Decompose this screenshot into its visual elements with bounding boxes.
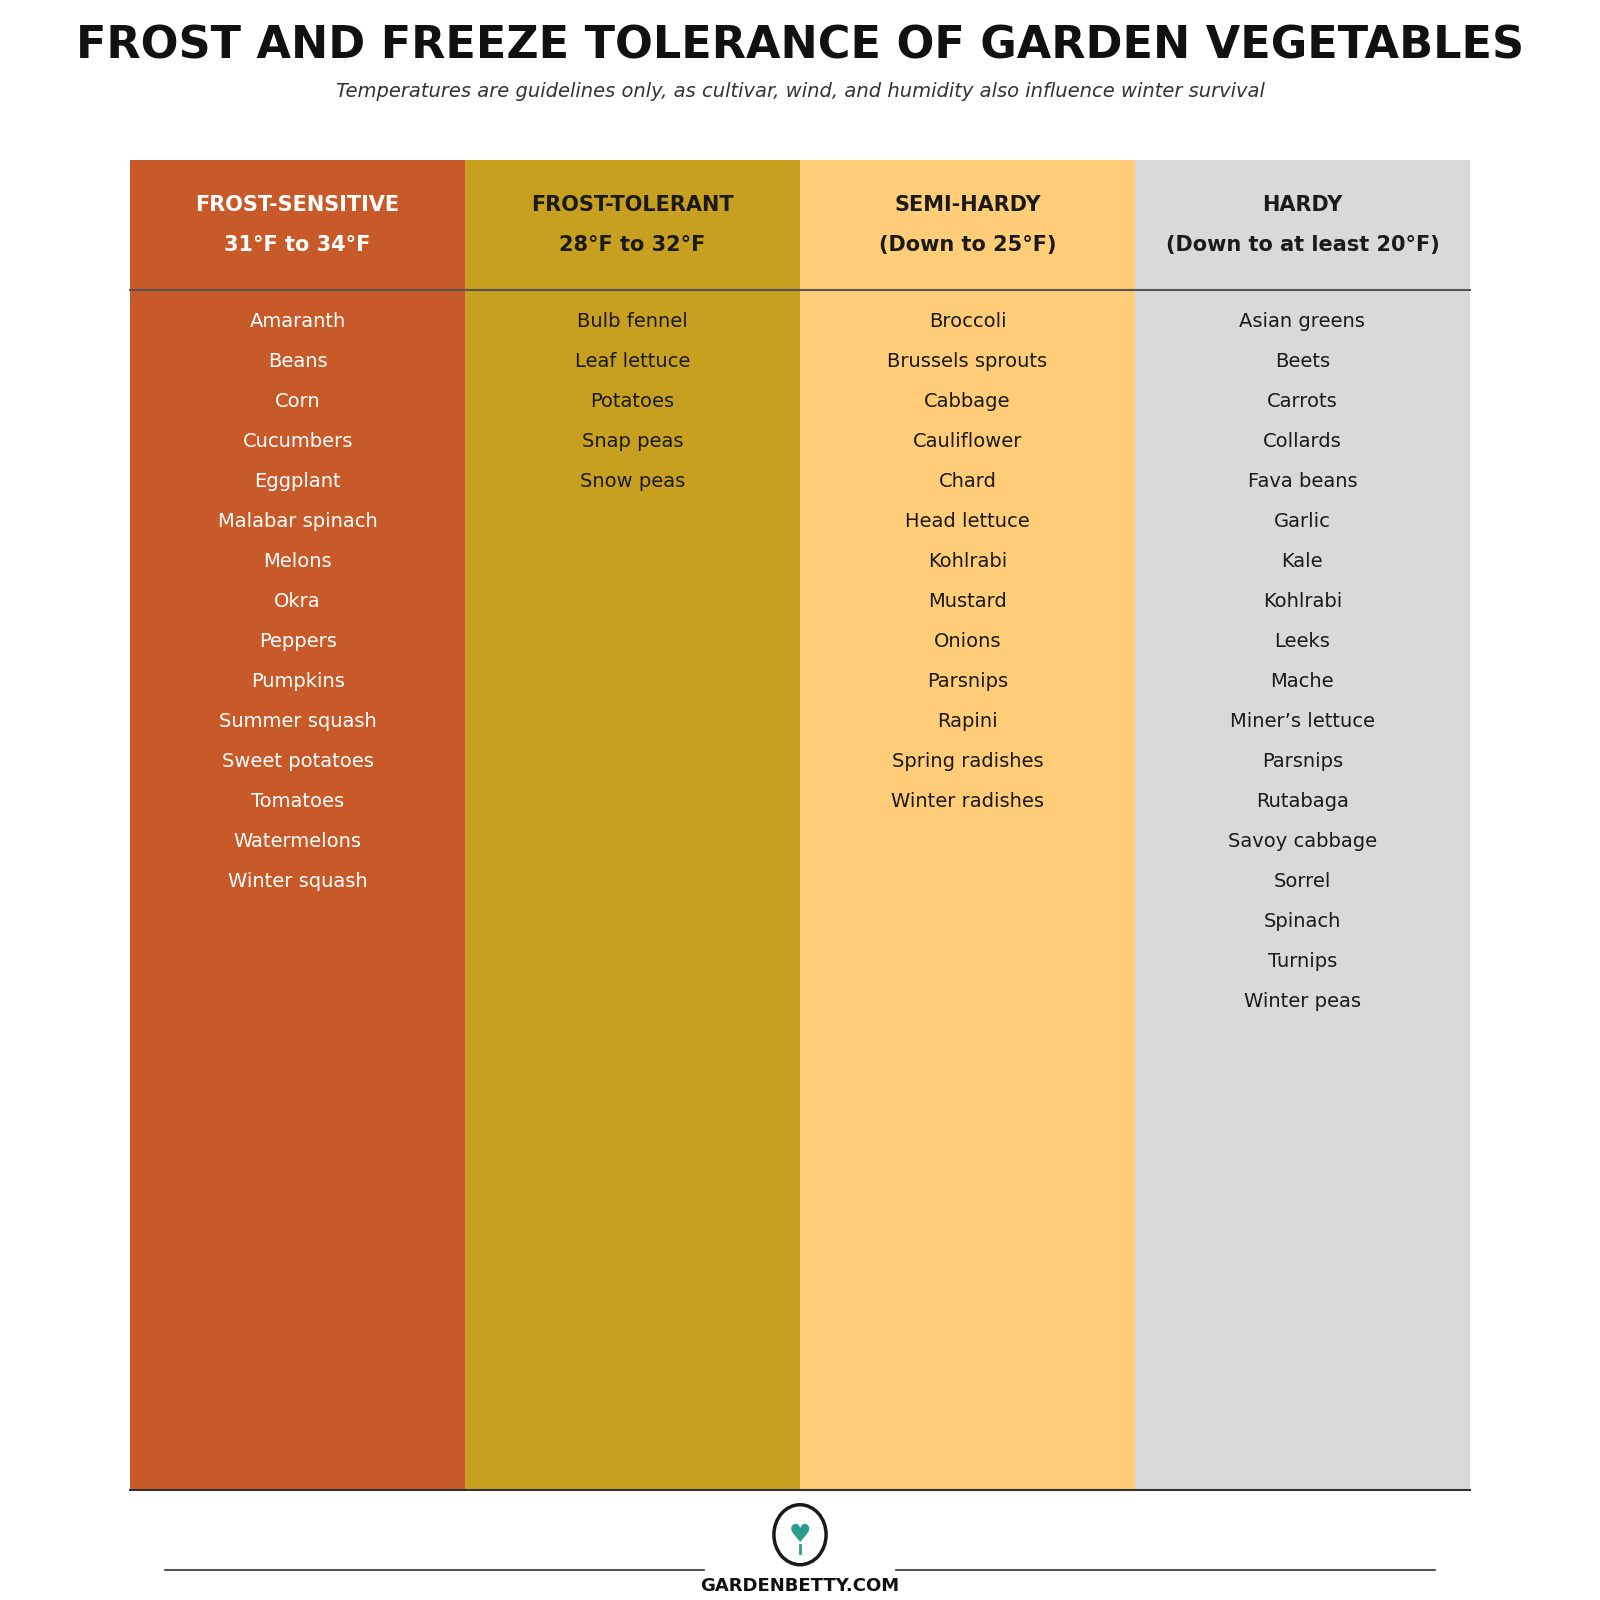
Bar [466, 160, 800, 1490]
Text: Cucumbers: Cucumbers [243, 432, 354, 451]
Text: Broccoli: Broccoli [928, 312, 1006, 331]
Text: Tomatoes: Tomatoes [251, 792, 344, 811]
Text: FROST-TOLERANT: FROST-TOLERANT [531, 195, 734, 214]
Text: ♥: ♥ [789, 1523, 811, 1547]
Text: Eggplant: Eggplant [254, 472, 341, 491]
Text: Sorrel: Sorrel [1274, 872, 1331, 891]
Text: Potatoes: Potatoes [590, 392, 675, 411]
Text: Garlic: Garlic [1274, 512, 1331, 531]
Text: Mustard: Mustard [928, 592, 1006, 611]
Text: (Down to 25°F): (Down to 25°F) [878, 235, 1056, 254]
Text: Mache: Mache [1270, 672, 1334, 691]
Text: Watermelons: Watermelons [234, 832, 362, 851]
Text: Cauliflower: Cauliflower [912, 432, 1022, 451]
Text: 28°F to 32°F: 28°F to 32°F [560, 235, 706, 254]
Text: HARDY: HARDY [1262, 195, 1342, 214]
Text: Spring radishes: Spring radishes [891, 752, 1043, 771]
Text: Carrots: Carrots [1267, 392, 1338, 411]
Text: Beans: Beans [267, 352, 328, 371]
Text: FROST-SENSITIVE: FROST-SENSITIVE [195, 195, 400, 214]
Text: Collards: Collards [1262, 432, 1342, 451]
Text: GARDENBETTY.COM: GARDENBETTY.COM [701, 1576, 899, 1595]
Text: SEMI-HARDY: SEMI-HARDY [894, 195, 1040, 214]
Text: Leaf lettuce: Leaf lettuce [574, 352, 690, 371]
Text: Sweet potatoes: Sweet potatoes [222, 752, 373, 771]
Bar [800, 160, 1134, 1490]
Text: Temperatures are guidelines only, as cultivar, wind, and humidity also influence: Temperatures are guidelines only, as cul… [336, 82, 1264, 101]
Text: Fava beans: Fava beans [1248, 472, 1357, 491]
Text: Malabar spinach: Malabar spinach [218, 512, 378, 531]
Text: FROST AND FREEZE TOLERANCE OF GARDEN VEGETABLES: FROST AND FREEZE TOLERANCE OF GARDEN VEG… [75, 26, 1525, 67]
Text: Kohlrabi: Kohlrabi [1262, 592, 1342, 611]
Text: Winter peas: Winter peas [1243, 992, 1362, 1011]
Text: 31°F to 34°F: 31°F to 34°F [224, 235, 371, 254]
Text: Parsnips: Parsnips [1262, 752, 1342, 771]
Text: Head lettuce: Head lettuce [906, 512, 1030, 531]
Text: Beets: Beets [1275, 352, 1330, 371]
Text: Bulb fennel: Bulb fennel [578, 312, 688, 331]
Bar [130, 160, 466, 1490]
Text: Rapini: Rapini [938, 712, 998, 731]
Text: Winter squash: Winter squash [227, 872, 368, 891]
Text: Melons: Melons [264, 552, 331, 571]
Text: (Down to at least 20°F): (Down to at least 20°F) [1165, 235, 1440, 254]
Text: Savoy cabbage: Savoy cabbage [1227, 832, 1378, 851]
Text: Chard: Chard [939, 472, 997, 491]
Text: Onions: Onions [934, 632, 1002, 651]
Text: Rutabaga: Rutabaga [1256, 792, 1349, 811]
Text: Asian greens: Asian greens [1240, 312, 1365, 331]
Text: Summer squash: Summer squash [219, 712, 376, 731]
Text: Amaranth: Amaranth [250, 312, 346, 331]
Text: Brussels sprouts: Brussels sprouts [888, 352, 1048, 371]
Text: Spinach: Spinach [1264, 912, 1341, 931]
Text: Miner’s lettuce: Miner’s lettuce [1230, 712, 1374, 731]
Text: Cabbage: Cabbage [925, 392, 1011, 411]
Text: Parsnips: Parsnips [926, 672, 1008, 691]
Bar [104, 1490, 1496, 1600]
Text: Peppers: Peppers [259, 632, 336, 651]
Text: Corn: Corn [275, 392, 320, 411]
Text: Winter radishes: Winter radishes [891, 792, 1043, 811]
Text: Snap peas: Snap peas [582, 432, 683, 451]
Text: Kohlrabi: Kohlrabi [928, 552, 1006, 571]
Text: Okra: Okra [274, 592, 322, 611]
Text: Turnips: Turnips [1267, 952, 1338, 971]
Bar [1134, 160, 1470, 1490]
Text: Kale: Kale [1282, 552, 1323, 571]
Text: Leeks: Leeks [1275, 632, 1330, 651]
Text: Pumpkins: Pumpkins [251, 672, 344, 691]
Text: Snow peas: Snow peas [579, 472, 685, 491]
